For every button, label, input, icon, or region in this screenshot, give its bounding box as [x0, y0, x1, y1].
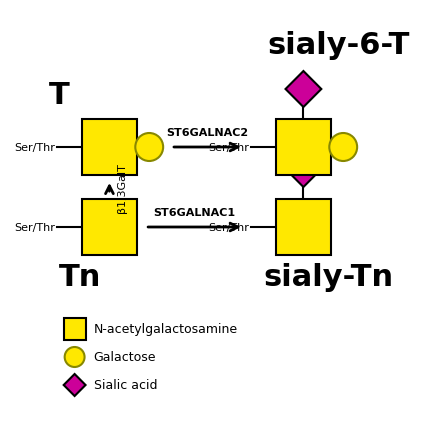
Text: sialy-Tn: sialy-Tn [263, 263, 393, 292]
Bar [63, 318, 85, 340]
Polygon shape [286, 152, 321, 187]
Text: Ser/Thr: Ser/Thr [208, 143, 249, 153]
Polygon shape [63, 374, 85, 396]
Text: Tn: Tn [58, 263, 101, 292]
Bar [82, 200, 137, 255]
Text: Galactose: Galactose [94, 351, 156, 364]
Text: ST6GALNAC2: ST6GALNAC2 [166, 128, 248, 138]
Text: Ser/Thr: Ser/Thr [14, 143, 55, 153]
Circle shape [329, 134, 357, 162]
Text: β1,3GalT: β1,3GalT [118, 163, 127, 212]
Text: Ser/Thr: Ser/Thr [208, 222, 249, 233]
Bar [275, 120, 331, 175]
Text: Sialic acid: Sialic acid [94, 379, 157, 392]
Text: ST6GALNAC1: ST6GALNAC1 [154, 208, 236, 218]
Text: T: T [49, 80, 70, 109]
Text: N-acetylgalactosamine: N-acetylgalactosamine [94, 323, 238, 336]
Circle shape [135, 134, 163, 162]
Bar [82, 120, 137, 175]
Text: Ser/Thr: Ser/Thr [14, 222, 55, 233]
Polygon shape [286, 72, 321, 108]
Circle shape [65, 347, 85, 367]
Text: sialy-6-T: sialy-6-T [267, 31, 409, 59]
Bar [275, 200, 331, 255]
